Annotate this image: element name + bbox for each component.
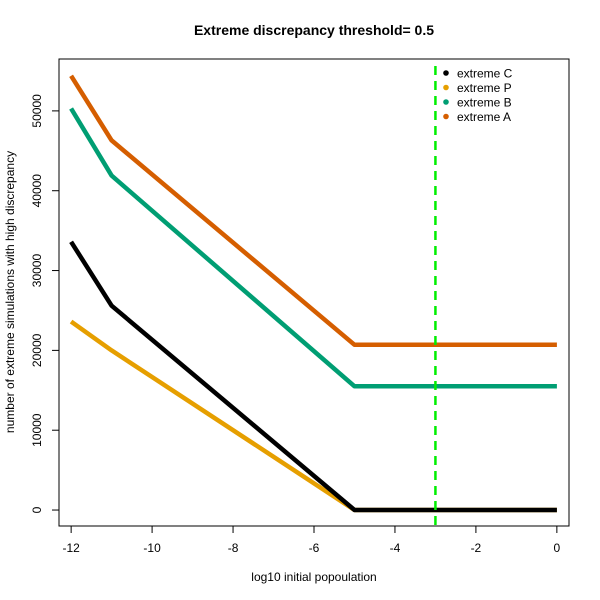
- x-axis-label: log10 initial popoulation: [251, 570, 376, 584]
- legend-label: extreme P: [457, 81, 512, 95]
- plot-frame: [58, 58, 570, 527]
- x-tick-label: -12: [62, 541, 80, 555]
- legend-label: extreme B: [457, 96, 512, 110]
- x-tick-label: -6: [309, 541, 320, 555]
- legend-marker: [443, 113, 449, 120]
- legend-marker: [443, 99, 449, 105]
- legend-marker: [443, 70, 449, 76]
- chart-title: Extreme discrepancy threshold= 0.5: [194, 22, 434, 38]
- y-tick-label: 40000: [30, 174, 44, 208]
- y-tick-label: 20000: [30, 333, 44, 367]
- legend-marker: [443, 84, 449, 91]
- series-line-extreme-C: [69, 240, 557, 513]
- x-tick-label: -4: [390, 541, 401, 555]
- x-tick-label: -2: [471, 541, 482, 555]
- legend-label: extreme A: [457, 110, 511, 124]
- legend-label: extreme C: [457, 67, 513, 81]
- x-tick-label: 0: [554, 541, 561, 555]
- y-axis-label: number of extreme simulations with high …: [3, 151, 17, 433]
- y-tick-label: 0: [30, 506, 44, 513]
- y-tick-label: 10000: [30, 413, 44, 447]
- series-line-extreme-B: [69, 107, 557, 389]
- x-tick-label: -8: [228, 541, 239, 555]
- series-line-extreme-A: [69, 74, 557, 348]
- x-tick-label: -10: [143, 541, 161, 555]
- y-tick-label: 30000: [30, 254, 44, 288]
- y-tick-label: 50000: [30, 94, 44, 128]
